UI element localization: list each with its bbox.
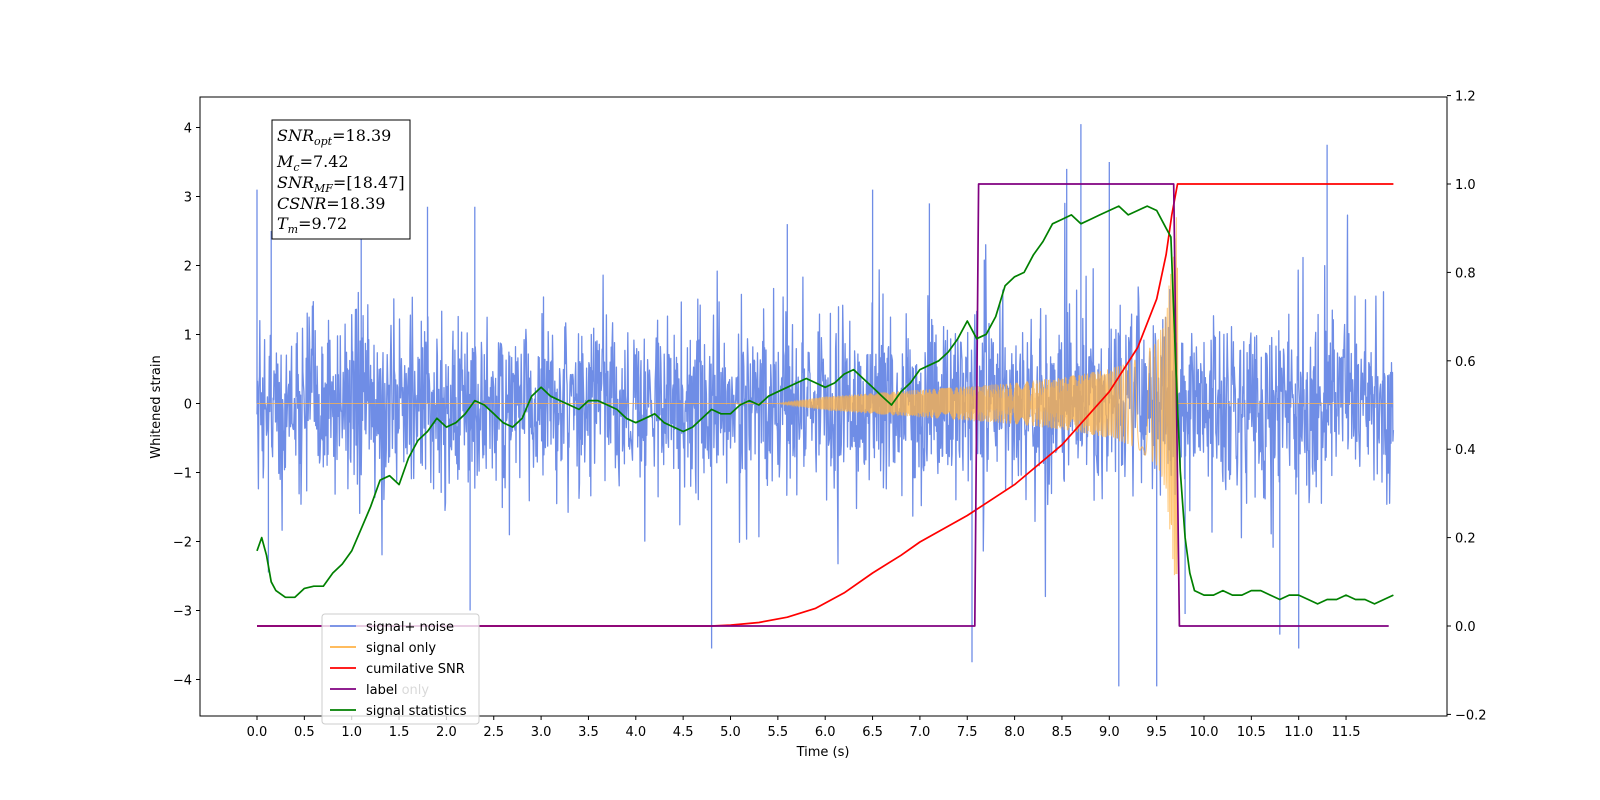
series-signal-only: [257, 217, 1394, 576]
x-tick-label: 5.5: [768, 725, 789, 740]
y-tick-label: 1: [184, 329, 192, 344]
axes: 0.0 0.5 1.0 1.5 2.0 2.5 3.0 3.5 4.0 4.5 5.0 5.5 6.0 6…: [173, 90, 1487, 740]
x-tick-label: 9.5: [1146, 725, 1167, 740]
x-tick-label: 10.0: [1190, 725, 1219, 740]
legend-label: label: [366, 683, 397, 698]
series-label: [257, 183, 1389, 627]
y2-tick-label: 0.0: [1455, 620, 1476, 635]
y-tick-label: 3: [184, 191, 192, 206]
y-tick-label: 4: [184, 122, 192, 137]
x-tick-label: 5.0: [720, 725, 741, 740]
series-signal-statistics: [256, 205, 1394, 605]
x-tick-label: 4.5: [673, 725, 694, 740]
series-cumilative-snr: [257, 183, 1394, 627]
x-tick-label: 7.0: [910, 725, 931, 740]
y-tick-label: −1: [173, 467, 192, 482]
y-tick-label: −4: [173, 674, 192, 689]
x-tick-label: 6.5: [862, 725, 883, 740]
x-tick-label: 0.0: [247, 725, 268, 740]
annotation-box: SNRopt=18.39 Mc=7.42SNRMF=[18.47]CSNR=18.…: [271, 119, 411, 240]
legend-label: signal statistics: [366, 704, 467, 719]
y2-tick-label: 0.6: [1455, 355, 1476, 370]
x-tick-label: 0.5: [294, 725, 315, 740]
legend-label: signal only: [366, 641, 436, 656]
x-tick-label: 2.0: [436, 725, 457, 740]
annotation-line: SNRMF=[18.47]: [277, 173, 405, 195]
annotation-line: CSNR=18.39: [277, 194, 385, 213]
y-tick-label: 2: [184, 260, 192, 275]
legend: label only signal+ noise signal only cumil…: [321, 613, 480, 725]
plot-area: [256, 124, 1395, 687]
y-tick-label: 0: [184, 398, 192, 413]
x-tick-label: 8.5: [1052, 725, 1073, 740]
x-tick-label: 4.0: [625, 725, 646, 740]
annotation-frame: [271, 119, 411, 240]
x-tick-label: 6.0: [815, 725, 836, 740]
x-axis-label: Time (s): [796, 745, 850, 760]
annotation-line: SNRopt=18.39: [277, 126, 391, 148]
x-tick-label: 9.0: [1099, 725, 1120, 740]
x-tick-label: 11.5: [1332, 725, 1361, 740]
y2-tick-label: 0.2: [1455, 532, 1476, 547]
plot-frame: [199, 96, 1448, 717]
annotation-line: Mc=7.42: [276, 152, 349, 174]
y-axis-label: Whitened strain: [149, 355, 164, 458]
legend-label: signal+ noise: [366, 620, 454, 635]
y-tick-label: −3: [173, 605, 192, 620]
y-tick-label: −2: [173, 536, 192, 551]
annotation-line: Tm=9.72: [277, 214, 347, 236]
x-tick-label: 11.0: [1284, 725, 1313, 740]
y2-tick-label: −0.2: [1455, 708, 1487, 723]
y2-tick-label: 1.0: [1455, 178, 1476, 193]
x-tick-label: 1.5: [389, 725, 410, 740]
x-tick-label: 7.5: [957, 725, 978, 740]
y2-tick-label: 0.8: [1455, 266, 1476, 281]
legend-hidden-text: label only: [366, 683, 429, 698]
y2-tick-label: 0.4: [1455, 443, 1476, 458]
legend-frame: [321, 613, 480, 725]
x-tick-label: 2.5: [483, 725, 504, 740]
x-tick-label: 3.0: [531, 725, 552, 740]
x-tick-label: 3.5: [578, 725, 599, 740]
x-tick-label: 1.0: [341, 725, 362, 740]
series-signal-noise: [256, 124, 1395, 687]
y2-tick-label: 1.2: [1455, 90, 1476, 105]
x-tick-label: 8.0: [1004, 725, 1025, 740]
legend-label: cumilative SNR: [366, 662, 465, 677]
x-tick-label: 10.5: [1237, 725, 1266, 740]
